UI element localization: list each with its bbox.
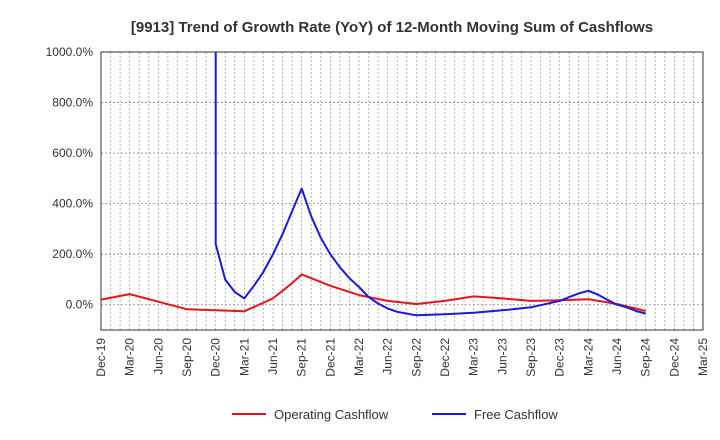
x-tick-label: Jun-21 [266, 338, 280, 375]
legend-operating-cashflow-label: Operating Cashflow [274, 407, 389, 422]
x-tick-label: Dec-23 [553, 338, 567, 377]
x-tick-label: Dec-19 [94, 338, 108, 377]
x-tick-label: Mar-23 [467, 338, 481, 376]
y-tick-label: 0.0% [66, 298, 94, 312]
legend-free-cashflow-label: Free Cashflow [474, 407, 558, 422]
chart-title: [9913] Trend of Growth Rate (YoY) of 12-… [131, 19, 653, 36]
x-tick-label: Mar-20 [123, 338, 137, 376]
x-tick-label: Sep-22 [409, 338, 423, 377]
x-axis-tick-labels: Dec-19 Mar-20 Jun-20 Sep-20 Dec-20 Mar-21 Jun-… [94, 338, 710, 377]
x-tick-label: Dec-22 [438, 338, 452, 377]
y-tick-label: 1000.0% [46, 45, 94, 59]
x-tick-label: Mar-21 [237, 338, 251, 376]
x-tick-label: Mar-25 [696, 338, 710, 376]
x-tick-label: Jun-24 [610, 338, 624, 375]
x-tick-label: Dec-20 [209, 338, 223, 377]
y-tick-label: 600.0% [52, 146, 93, 160]
x-tick-label: Jun-20 [151, 338, 165, 375]
y-axis-tick-labels: 1000.0% 800.0% 600.0% 400.0% 200.0% 0.0% [46, 45, 94, 312]
x-tick-label: Sep-23 [524, 338, 538, 377]
plot-area-frame [100, 51, 704, 331]
x-tick-label: Sep-21 [295, 338, 309, 377]
x-tick-label: Dec-24 [667, 338, 681, 377]
x-tick-label: Dec-21 [323, 338, 337, 377]
x-tick-label: Mar-22 [352, 338, 366, 376]
free-cashflow-line [214, 52, 646, 317]
y-tick-label: 400.0% [52, 197, 93, 211]
y-tick-label: 200.0% [52, 247, 93, 261]
x-tick-label: Sep-20 [180, 338, 194, 377]
x-tick-label: Mar-24 [581, 338, 595, 376]
series-lines [101, 52, 646, 317]
operating-cashflow-line [101, 273, 646, 313]
x-tick-label: Jun-23 [495, 338, 509, 375]
x-tick-label: Jun-22 [381, 338, 395, 375]
x-tick-label: Sep-24 [639, 338, 653, 377]
y-tick-label: 800.0% [52, 96, 93, 110]
grid-lines [101, 51, 703, 330]
legend: Operating Cashflow Free Cashflow [232, 407, 558, 422]
